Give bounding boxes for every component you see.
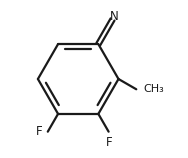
Text: CH₃: CH₃ (143, 84, 164, 94)
Text: F: F (36, 125, 42, 138)
Text: F: F (106, 136, 113, 149)
Text: N: N (110, 10, 119, 23)
